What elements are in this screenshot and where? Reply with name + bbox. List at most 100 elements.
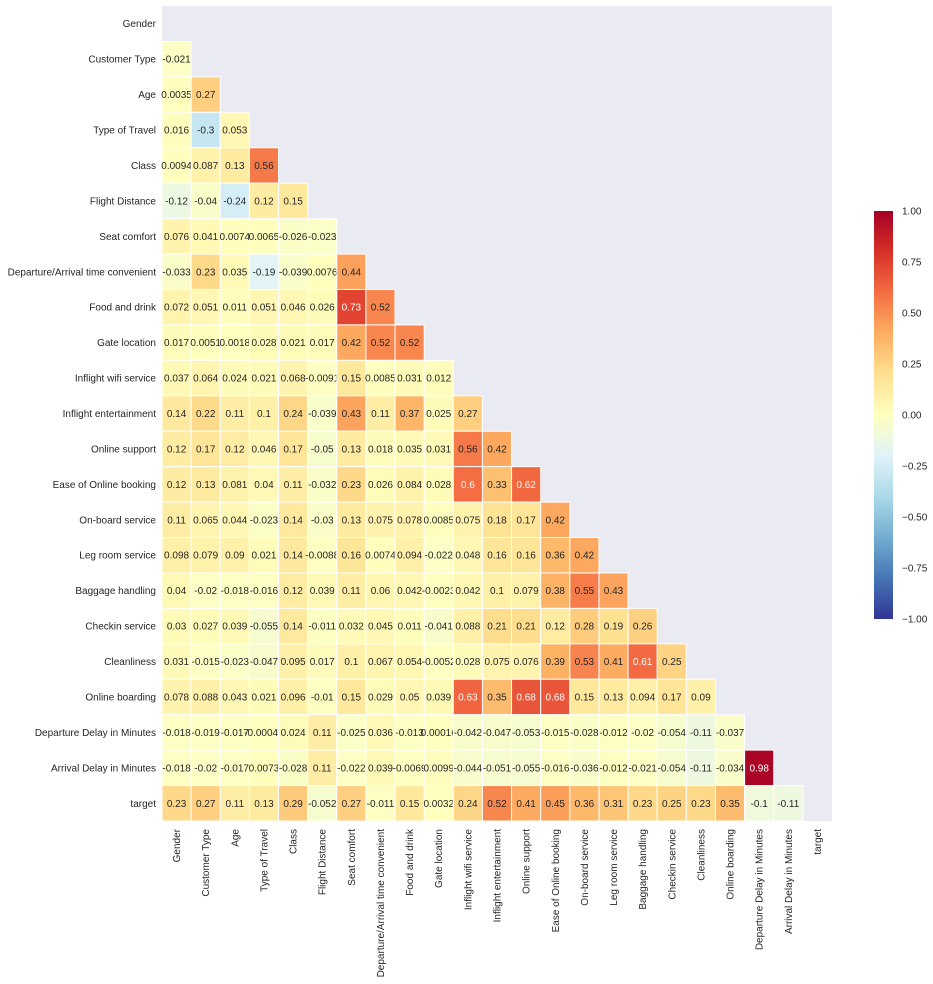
heatmap-cell [540, 714, 571, 751]
cell-value-label: 0.043 [222, 692, 247, 703]
cell-value-label: 0.017 [310, 338, 335, 349]
cell-value-label: 0.04 [254, 480, 274, 491]
cell-value-label: -0.013 [395, 728, 424, 739]
cell-value-label: -0.02 [194, 763, 217, 774]
cell-value-label: 0.12 [283, 586, 303, 597]
heatmap-cell [481, 501, 513, 539]
cell-value-label: 0.52 [400, 338, 420, 349]
heatmap-cell [569, 714, 600, 751]
heatmap-cell [511, 749, 542, 787]
cell-value-label: 0.012 [426, 374, 451, 385]
cell-value-label: -0.047 [483, 728, 512, 739]
cell-value-label: 0.094 [397, 551, 422, 562]
cell-value-label: 0.0073 [249, 763, 280, 774]
cell-value-label: 0.042 [397, 586, 422, 597]
cell-value-label: 0.55 [575, 586, 595, 597]
cell-value-label: 0.017 [164, 338, 189, 349]
cell-value-label: 0.13 [342, 444, 362, 455]
cell-value-label: -0.0023 [422, 586, 456, 597]
cell-value-label: 0.05 [400, 692, 420, 703]
x-tick-label: Departure Delay in Minutes [755, 829, 766, 950]
cell-value-label: 0.33 [487, 480, 507, 491]
cell-value-label: 0.25 [662, 657, 682, 668]
cell-value-label: 0.13 [254, 799, 274, 810]
cell-value-label: 0.0032 [423, 799, 454, 810]
heatmap-cell [161, 182, 192, 220]
heatmap-cell [365, 678, 396, 716]
cell-value-label: 0.16 [342, 551, 362, 562]
heatmap-cell [161, 324, 192, 361]
heatmap-cell [161, 678, 192, 716]
cell-value-label: 0.051 [193, 303, 218, 314]
cell-value-label: -0.11 [777, 799, 799, 810]
heatmap-cell [161, 359, 192, 397]
cell-value-label: 0.067 [368, 657, 393, 668]
cell-value-label: 0.0074 [220, 232, 251, 243]
cell-value-label: -0.023 [221, 657, 250, 668]
heatmap-cell [540, 607, 571, 645]
heatmap-cell [307, 324, 338, 361]
cell-value-label: 0.23 [633, 799, 653, 810]
heatmap-cell [248, 395, 280, 432]
cell-value-label: 0.048 [455, 551, 480, 562]
heatmap-cell [307, 395, 338, 432]
cell-value-label: -0.05 [311, 444, 334, 455]
cell-value-label: 0.42 [575, 551, 595, 562]
cell-value-label: -0.042 [454, 728, 483, 739]
cell-value-label: 0.1 [344, 657, 358, 668]
heatmap-cell [394, 785, 425, 822]
x-tick-label: Seat comfort [347, 829, 358, 886]
cell-value-label: 0.21 [516, 622, 536, 633]
cell-value-label: 0.17 [662, 692, 682, 703]
heatmap-cell [190, 785, 221, 822]
heatmap-cell [569, 537, 600, 574]
heatmap-cell [336, 359, 367, 397]
heatmap-cell [452, 537, 483, 574]
cell-value-label: 0.52 [371, 303, 391, 314]
cell-value-label: 0.15 [283, 196, 303, 207]
cell-value-label: -0.041 [425, 622, 454, 633]
heatmap-cell [219, 218, 250, 255]
cell-value-label: -0.1 [751, 799, 769, 810]
heatmap-cell [219, 749, 250, 787]
cell-value-label: 0.045 [368, 622, 393, 633]
cell-value-label: 0.12 [225, 444, 245, 455]
y-tick-label: Inflight entertainment [63, 409, 157, 420]
cell-value-label: 0.24 [283, 409, 303, 420]
y-tick-label: Arrival Delay in Minutes [51, 763, 156, 774]
cell-value-label: -0.02 [631, 728, 654, 739]
cell-value-label: 0.39 [546, 657, 566, 668]
cell-value-label: -0.037 [716, 728, 745, 739]
cell-value-label: -0.026 [279, 232, 308, 243]
heatmap-cell [423, 359, 454, 397]
cell-value-label: 0.039 [310, 586, 335, 597]
x-tick-label: On-board service [580, 829, 591, 906]
heatmap-cell [219, 395, 250, 432]
y-tick-label: Cleanliness [104, 657, 156, 668]
cell-value-label: 0.046 [281, 303, 306, 314]
cell-value-label: 0.14 [283, 515, 303, 526]
heatmap-cell [307, 678, 338, 716]
heatmap-cell [481, 785, 513, 822]
heatmap-cell [598, 678, 629, 716]
heatmap-cell [744, 785, 775, 822]
cell-value-label: 0.35 [720, 799, 740, 810]
heatmap-cell [219, 430, 250, 468]
colorbar-tick-label: −0.50 [902, 513, 928, 524]
cell-value-label: 0.63 [458, 692, 478, 703]
cell-value-label: 0.14 [167, 409, 187, 420]
cell-value-label: 0.11 [225, 799, 244, 810]
heatmap-cell [248, 749, 280, 787]
cell-value-label: 0.021 [251, 551, 276, 562]
heatmap-cell [423, 785, 454, 822]
heatmap-cell [481, 607, 513, 645]
heatmap-cell [307, 607, 338, 645]
cell-value-label: 0.98 [749, 763, 769, 774]
heatmap-cell [219, 501, 250, 539]
cell-value-label: 0.11 [167, 515, 186, 526]
cell-value-label: 0.046 [251, 444, 276, 455]
cell-value-label: 0.0076 [307, 267, 338, 278]
cell-value-label: 0.0065 [249, 232, 280, 243]
x-tick-label: Customer Type [201, 829, 212, 897]
heatmap-cell [307, 288, 338, 326]
